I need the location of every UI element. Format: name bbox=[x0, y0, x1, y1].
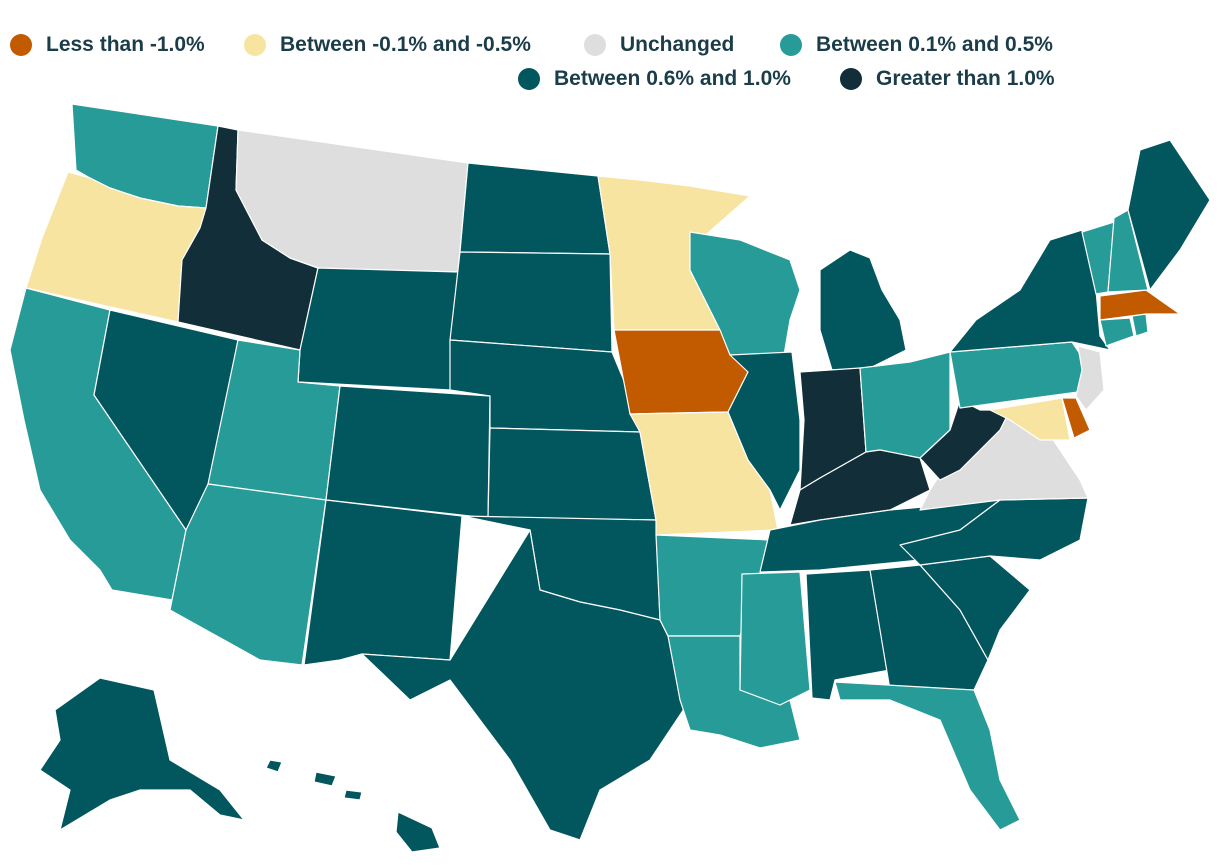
state-illinois bbox=[727, 351, 801, 511]
state-colorado bbox=[325, 385, 491, 519]
legend-swatch bbox=[584, 34, 606, 56]
legend-swatch bbox=[10, 34, 32, 56]
states-layer bbox=[9, 103, 1211, 853]
legend-item-between-06-10: Between 0.6% and 1.0% bbox=[518, 67, 791, 91]
legend-swatch bbox=[780, 34, 802, 56]
state-connecticut bbox=[1099, 317, 1135, 347]
legend-swatch bbox=[244, 34, 266, 56]
state-michigan bbox=[819, 249, 907, 371]
state-hawaii bbox=[265, 759, 441, 853]
state-texas bbox=[361, 529, 691, 841]
state-kansas bbox=[487, 427, 657, 521]
state-alaska bbox=[39, 677, 245, 831]
state-new-hampshire bbox=[1107, 209, 1149, 293]
state-new-mexico bbox=[303, 499, 463, 666]
state-rhode-island bbox=[1131, 313, 1149, 337]
state-new-jersey bbox=[1075, 345, 1105, 411]
state-maryland bbox=[989, 397, 1071, 441]
state-florida bbox=[834, 681, 1021, 831]
state-north-carolina bbox=[899, 497, 1089, 566]
legend-item-less-than-1: Less than -1.0% bbox=[10, 33, 205, 57]
legend-item-unchanged: Unchanged bbox=[584, 33, 734, 57]
legend-item-between-neg01-neg05: Between -0.1% and -0.5% bbox=[244, 33, 531, 57]
state-new-york bbox=[949, 229, 1111, 353]
legend-label: Between 0.1% and 0.5% bbox=[816, 33, 1053, 56]
legend-label: Between -0.1% and -0.5% bbox=[280, 33, 531, 56]
legend: Less than -1.0% Between -0.1% and -0.5% … bbox=[0, 0, 1220, 100]
state-delaware bbox=[1061, 397, 1091, 439]
state-north-dakota bbox=[459, 162, 611, 255]
legend-label: Unchanged bbox=[620, 33, 735, 56]
state-west-virginia bbox=[919, 399, 1011, 481]
state-wyoming bbox=[297, 267, 459, 391]
legend-swatch bbox=[840, 68, 862, 90]
legend-item-between-01-05: Between 0.1% and 0.5% bbox=[780, 33, 1053, 57]
state-wisconsin bbox=[689, 231, 801, 356]
legend-swatch bbox=[518, 68, 540, 90]
state-maine bbox=[1127, 139, 1211, 291]
legend-label: Less than -1.0% bbox=[46, 33, 205, 56]
legend-label: Between 0.6% and 1.0% bbox=[554, 67, 791, 90]
legend-item-greater-than-1: Greater than 1.0% bbox=[840, 67, 1055, 91]
state-mississippi bbox=[739, 571, 811, 706]
state-south-dakota bbox=[449, 251, 613, 353]
legend-label: Greater than 1.0% bbox=[876, 67, 1055, 90]
